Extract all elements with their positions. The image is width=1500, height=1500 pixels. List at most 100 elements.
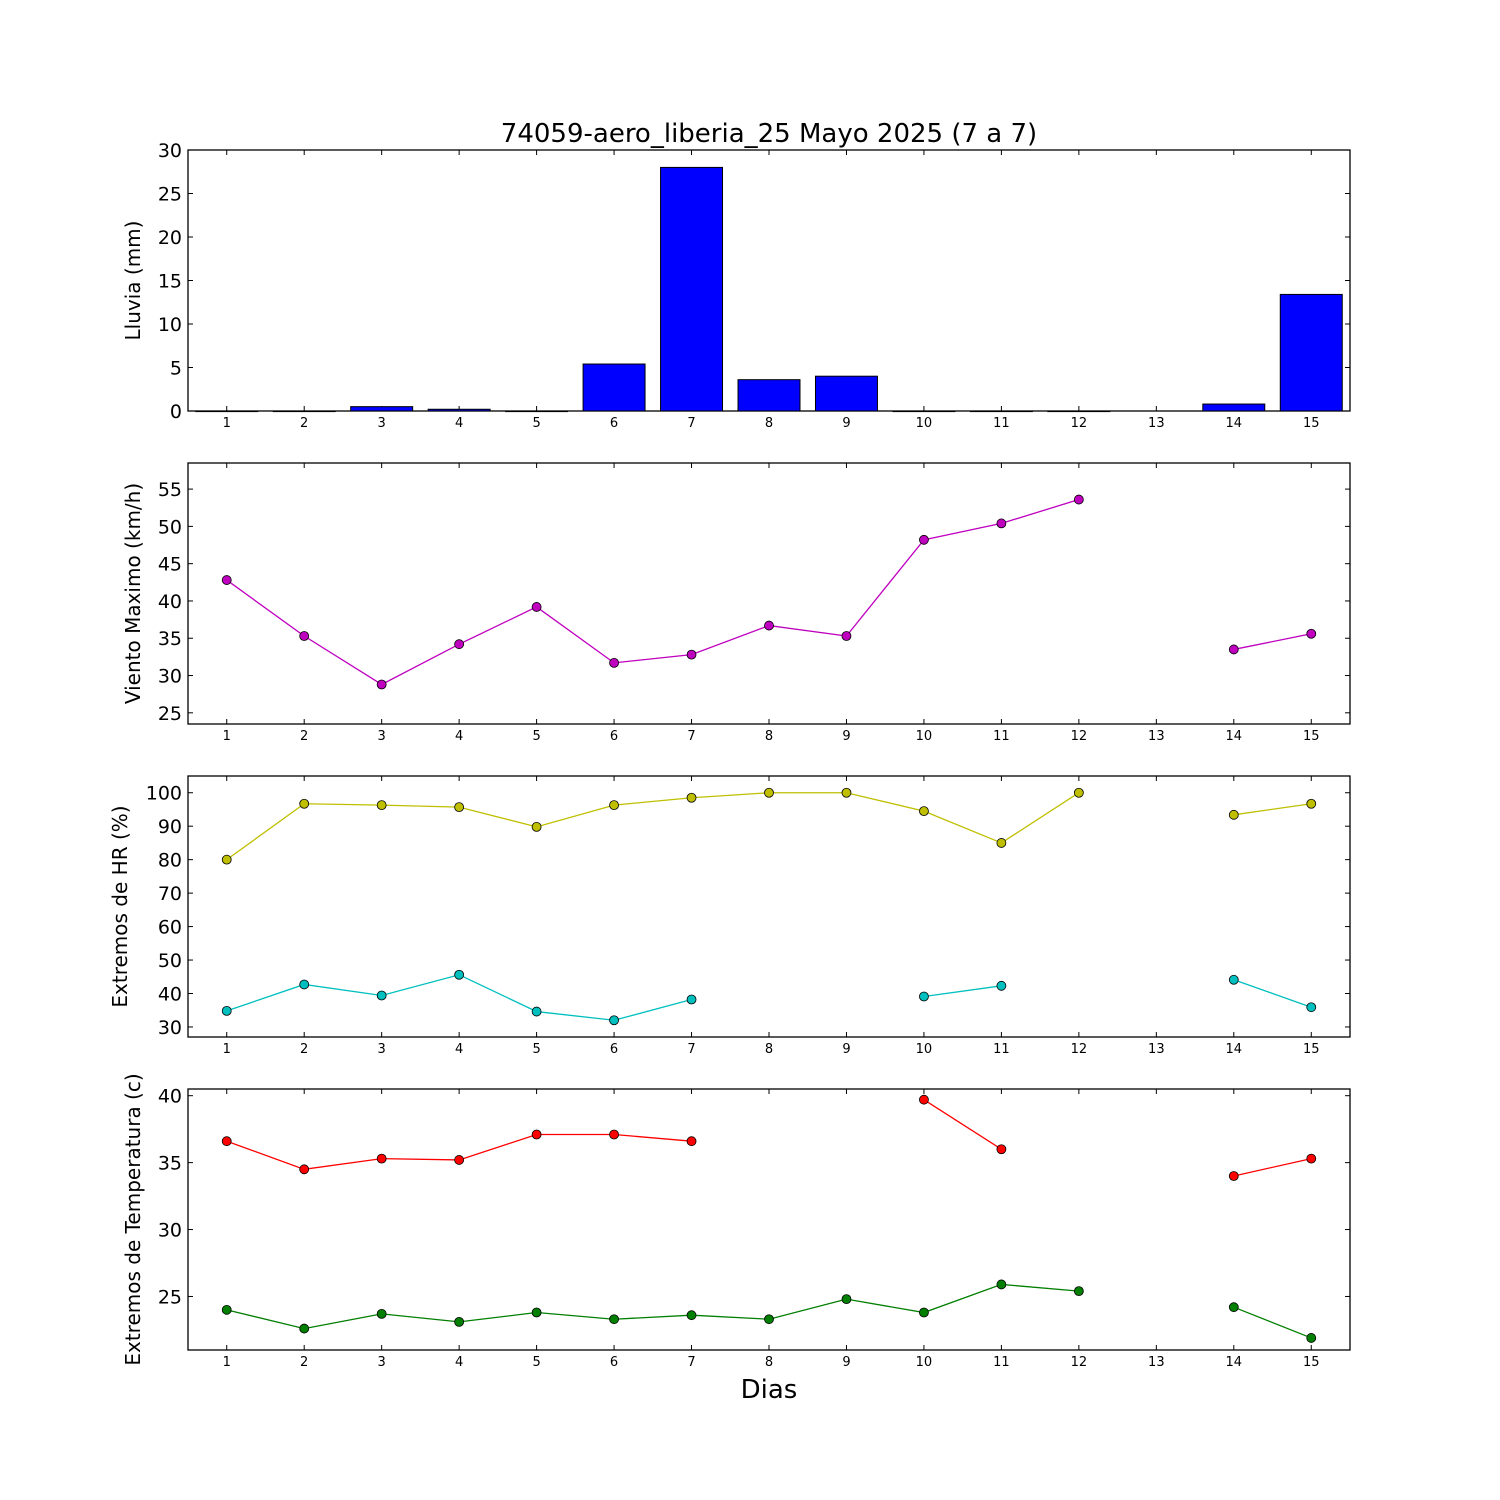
x-tick-label: 1 [223,416,231,431]
data-point [1073,787,1084,798]
data-point [919,1307,929,1318]
data-point [454,802,465,813]
data-point [299,1323,310,1334]
x-tick-label: 9 [842,1042,850,1057]
series-temperature-1 [221,1279,1317,1343]
x-tick-label: 15 [1303,1355,1320,1370]
data-point [454,639,465,650]
data-point [1306,798,1317,809]
x-tick-label: 1 [223,729,231,744]
data-point [764,787,774,798]
bar [969,410,1033,413]
data-point [996,1144,1007,1155]
x-tick-label: 11 [993,1042,1010,1057]
data-point [841,631,852,641]
x-tick-label: 4 [455,729,463,744]
x-tick-label: 7 [687,729,695,744]
series-line [226,974,692,1021]
data-point [996,980,1007,991]
y-tick-label: 35 [158,628,182,650]
data-point [686,1136,697,1147]
data-point [376,679,387,690]
y-tick-label: 40 [158,591,182,613]
data-point [996,518,1007,529]
data-point [686,649,697,660]
x-tick-label: 5 [532,1042,540,1057]
x-tick-label: 6 [610,1355,618,1370]
y-tick-label: 60 [158,917,182,939]
x-tick-label: 10 [916,1042,933,1057]
plot-frame [187,775,1351,1038]
x-tick-label: 4 [455,1355,463,1370]
data-point [1306,1002,1317,1013]
x-tick-label: 7 [687,1042,695,1057]
x-tick-label: 14 [1226,416,1243,431]
y-tick-label: 40 [158,984,182,1006]
x-tick-label: 11 [993,729,1010,744]
plot-frame [187,1088,1351,1351]
data-point [686,994,697,1005]
data-point [531,1006,542,1017]
data-point [996,838,1007,848]
data-point [531,602,542,612]
y-tick-label: 5 [170,358,182,380]
data-point [919,806,929,817]
x-tick-label: 5 [532,729,540,744]
x-tick-label: 10 [916,1355,933,1370]
data-point [531,1307,542,1318]
x-tick-label: 13 [1148,416,1165,431]
data-point [996,1279,1007,1290]
data-point [919,991,929,1002]
series-line [923,1099,1002,1150]
series-line [226,498,1080,686]
data-point [919,1094,929,1105]
data-point [686,792,697,803]
y-tick-label: 10 [158,314,182,336]
y-tick-label: 25 [158,184,182,206]
data-point [221,575,232,585]
bar [1279,293,1343,412]
data-point [221,1006,232,1016]
series-humidity-0 [221,787,1317,865]
x-tick-label: 12 [1071,416,1088,431]
y-tick-label: 40 [158,1086,182,1108]
x-tick-label: 4 [455,416,463,431]
series-line [226,792,1080,861]
data-point [764,1314,774,1325]
x-tick-label: 2 [300,1355,308,1370]
y-tick-label: 0 [170,401,182,423]
data-point [376,1308,387,1319]
x-tick-label: 15 [1303,1042,1320,1057]
x-tick-label: 14 [1226,729,1243,744]
y-tick-label: 100 [146,783,182,805]
bar [892,410,956,413]
x-tick-label: 3 [378,1042,386,1057]
y-tick-label: 55 [158,479,182,501]
bar [272,410,336,413]
y-tick-label: 30 [158,1017,182,1039]
bar [737,379,801,412]
series-line [1233,803,1312,816]
x-tick-label: 13 [1148,1042,1165,1057]
x-tick-label: 9 [842,416,850,431]
data-point [1306,1333,1317,1343]
y-tick-label: 20 [158,227,182,249]
y-axis-label: Extremos de Temperatura (c) [121,1073,145,1365]
y-tick-label: 25 [158,1286,182,1308]
bar [1047,410,1111,413]
x-tick-label: 8 [765,1042,773,1057]
x-tick-label: 2 [300,416,308,431]
x-tick-label: 3 [378,416,386,431]
data-point [299,798,310,809]
x-tick-label: 8 [765,729,773,744]
x-tick-label: 6 [610,1042,618,1057]
x-axis-label: Dias [741,1375,798,1405]
x-tick-label: 7 [687,1355,695,1370]
x-tick-label: 5 [532,1355,540,1370]
series-wind-0 [221,494,1317,690]
series-line [1233,1157,1312,1177]
series-humidity-1 [221,969,1317,1026]
x-tick-label: 6 [610,729,618,744]
